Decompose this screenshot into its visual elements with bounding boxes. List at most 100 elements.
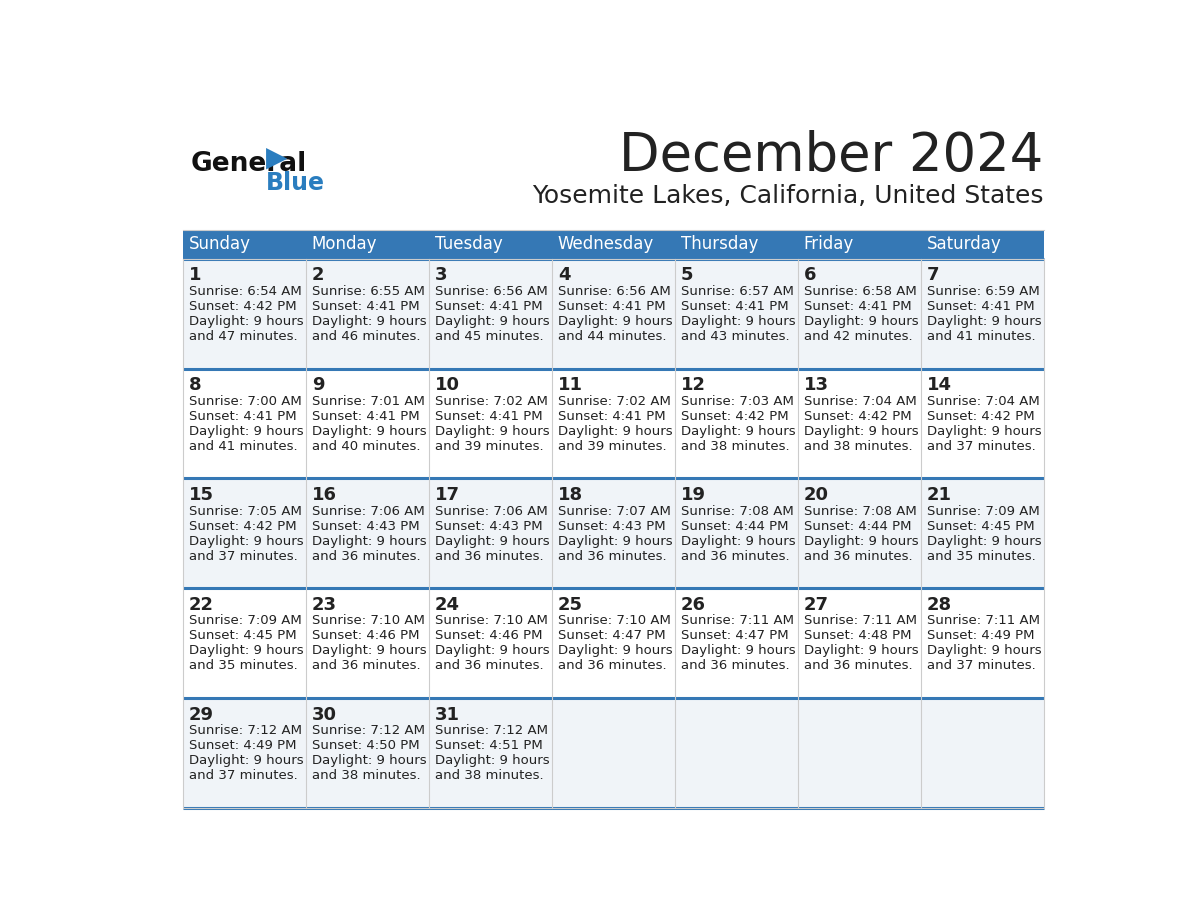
Text: and 36 minutes.: and 36 minutes.	[311, 550, 421, 563]
Text: Sunset: 4:44 PM: Sunset: 4:44 PM	[804, 520, 911, 532]
Bar	[183, 698, 305, 808]
Text: and 38 minutes.: and 38 minutes.	[311, 769, 421, 782]
Text: Sunset: 4:41 PM: Sunset: 4:41 PM	[804, 300, 911, 313]
Text: Daylight: 9 hours: Daylight: 9 hours	[311, 755, 426, 767]
Text: Sunrise: 7:06 AM: Sunrise: 7:06 AM	[311, 505, 424, 518]
Text: Daylight: 9 hours: Daylight: 9 hours	[189, 425, 303, 438]
Text: Sunrise: 6:54 AM: Sunrise: 6:54 AM	[189, 285, 302, 298]
Text: Sunset: 4:41 PM: Sunset: 4:41 PM	[435, 300, 543, 313]
Text: Daylight: 9 hours: Daylight: 9 hours	[311, 534, 426, 547]
Text: Sunset: 4:41 PM: Sunset: 4:41 PM	[435, 409, 543, 423]
Bar	[429, 478, 551, 588]
Text: 25: 25	[558, 596, 583, 614]
Text: Sunset: 4:46 PM: Sunset: 4:46 PM	[311, 630, 419, 643]
Text: Sunrise: 7:02 AM: Sunrise: 7:02 AM	[435, 395, 548, 408]
Text: Daylight: 9 hours: Daylight: 9 hours	[681, 534, 796, 547]
Text: Daylight: 9 hours: Daylight: 9 hours	[804, 315, 918, 328]
Text: Sunrise: 7:01 AM: Sunrise: 7:01 AM	[311, 395, 424, 408]
Text: and 36 minutes.: and 36 minutes.	[558, 659, 666, 672]
Text: Sunset: 4:45 PM: Sunset: 4:45 PM	[189, 630, 297, 643]
Text: Sunset: 4:42 PM: Sunset: 4:42 PM	[927, 409, 1035, 423]
Text: Sunrise: 7:04 AM: Sunrise: 7:04 AM	[927, 395, 1040, 408]
Text: Sunrise: 7:08 AM: Sunrise: 7:08 AM	[681, 505, 794, 518]
Bar	[429, 368, 551, 478]
Text: Daylight: 9 hours: Daylight: 9 hours	[311, 315, 426, 328]
Text: Sunrise: 7:12 AM: Sunrise: 7:12 AM	[311, 724, 425, 737]
Text: Sunset: 4:45 PM: Sunset: 4:45 PM	[927, 520, 1035, 532]
Bar	[551, 230, 675, 259]
Bar	[921, 259, 1043, 368]
Text: Sunrise: 7:10 AM: Sunrise: 7:10 AM	[311, 614, 424, 627]
Text: 12: 12	[681, 376, 706, 394]
Text: and 44 minutes.: and 44 minutes.	[558, 330, 666, 343]
Bar	[797, 478, 921, 588]
Text: Sunset: 4:42 PM: Sunset: 4:42 PM	[189, 300, 297, 313]
Text: Daylight: 9 hours: Daylight: 9 hours	[435, 755, 549, 767]
Text: Sunrise: 6:57 AM: Sunrise: 6:57 AM	[681, 285, 794, 298]
Bar	[797, 230, 921, 259]
Text: 6: 6	[804, 266, 816, 285]
Text: Daylight: 9 hours: Daylight: 9 hours	[927, 644, 1042, 657]
Text: Daylight: 9 hours: Daylight: 9 hours	[681, 315, 796, 328]
Text: and 39 minutes.: and 39 minutes.	[435, 440, 543, 453]
Text: Sunset: 4:41 PM: Sunset: 4:41 PM	[558, 409, 665, 423]
Text: 14: 14	[927, 376, 952, 394]
Text: Sunrise: 7:05 AM: Sunrise: 7:05 AM	[189, 505, 302, 518]
Text: Monday: Monday	[311, 235, 378, 253]
Text: Sunset: 4:48 PM: Sunset: 4:48 PM	[804, 630, 911, 643]
Text: Daylight: 9 hours: Daylight: 9 hours	[927, 534, 1042, 547]
Bar	[797, 368, 921, 478]
Text: and 36 minutes.: and 36 minutes.	[558, 550, 666, 563]
Text: 24: 24	[435, 596, 460, 614]
Text: 20: 20	[804, 486, 829, 504]
Text: Daylight: 9 hours: Daylight: 9 hours	[558, 315, 672, 328]
Text: and 37 minutes.: and 37 minutes.	[927, 440, 1036, 453]
Text: and 35 minutes.: and 35 minutes.	[189, 659, 297, 672]
Bar	[675, 368, 797, 478]
Bar	[921, 478, 1043, 588]
Text: and 36 minutes.: and 36 minutes.	[681, 550, 790, 563]
Text: Daylight: 9 hours: Daylight: 9 hours	[435, 644, 549, 657]
Text: and 38 minutes.: and 38 minutes.	[804, 440, 912, 453]
Text: and 36 minutes.: and 36 minutes.	[681, 659, 790, 672]
Text: Yosemite Lakes, California, United States: Yosemite Lakes, California, United State…	[532, 185, 1043, 208]
Text: Sunrise: 7:12 AM: Sunrise: 7:12 AM	[189, 724, 302, 737]
Text: Sunset: 4:43 PM: Sunset: 4:43 PM	[558, 520, 665, 532]
Bar	[675, 259, 797, 368]
Text: Sunset: 4:47 PM: Sunset: 4:47 PM	[558, 630, 665, 643]
Text: Sunrise: 6:56 AM: Sunrise: 6:56 AM	[435, 285, 548, 298]
Bar	[429, 698, 551, 808]
Text: Sunrise: 7:10 AM: Sunrise: 7:10 AM	[558, 614, 671, 627]
Text: 5: 5	[681, 266, 694, 285]
Text: Daylight: 9 hours: Daylight: 9 hours	[804, 425, 918, 438]
Bar	[797, 698, 921, 808]
Text: Daylight: 9 hours: Daylight: 9 hours	[311, 425, 426, 438]
Text: and 41 minutes.: and 41 minutes.	[927, 330, 1036, 343]
Bar	[921, 230, 1043, 259]
Text: Sunset: 4:42 PM: Sunset: 4:42 PM	[189, 520, 297, 532]
Text: Sunrise: 7:06 AM: Sunrise: 7:06 AM	[435, 505, 548, 518]
Text: and 43 minutes.: and 43 minutes.	[681, 330, 790, 343]
Text: 21: 21	[927, 486, 952, 504]
Text: 15: 15	[189, 486, 214, 504]
Bar	[429, 259, 551, 368]
Text: 1: 1	[189, 266, 201, 285]
Bar	[921, 698, 1043, 808]
Text: Daylight: 9 hours: Daylight: 9 hours	[558, 644, 672, 657]
Text: Sunset: 4:42 PM: Sunset: 4:42 PM	[804, 409, 911, 423]
Text: and 41 minutes.: and 41 minutes.	[189, 440, 297, 453]
Text: Saturday: Saturday	[927, 235, 1001, 253]
Text: Sunset: 4:49 PM: Sunset: 4:49 PM	[189, 739, 296, 752]
Text: Friday: Friday	[804, 235, 854, 253]
Text: 16: 16	[311, 486, 337, 504]
Text: Sunset: 4:42 PM: Sunset: 4:42 PM	[681, 409, 789, 423]
Text: and 35 minutes.: and 35 minutes.	[927, 550, 1036, 563]
Text: and 46 minutes.: and 46 minutes.	[311, 330, 421, 343]
Text: and 36 minutes.: and 36 minutes.	[804, 659, 912, 672]
Text: Sunset: 4:41 PM: Sunset: 4:41 PM	[558, 300, 665, 313]
Text: 26: 26	[681, 596, 706, 614]
Bar	[551, 698, 675, 808]
Bar	[551, 259, 675, 368]
Text: and 36 minutes.: and 36 minutes.	[804, 550, 912, 563]
Bar	[305, 259, 429, 368]
